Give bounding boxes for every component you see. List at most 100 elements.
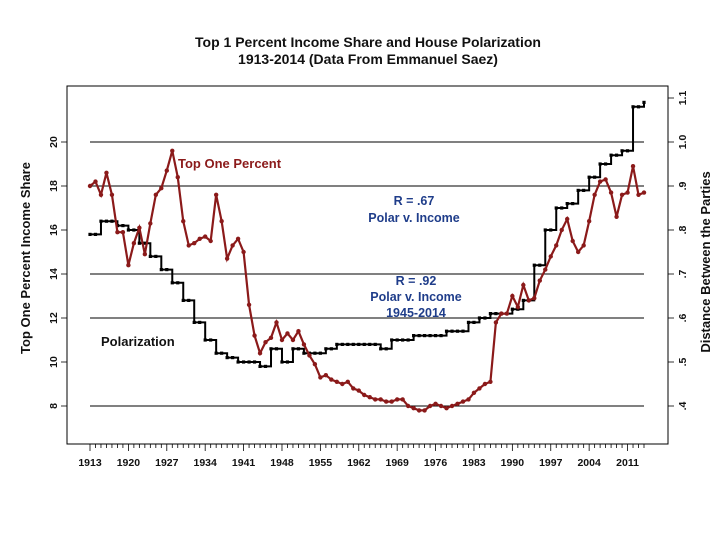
point-polarization — [582, 188, 586, 192]
point-polarization — [631, 105, 635, 109]
point-top-one-percent — [345, 379, 351, 384]
point-polarization — [203, 338, 207, 342]
point-polarization — [274, 347, 279, 351]
point-polarization — [494, 312, 498, 316]
point-top-one-percent — [274, 320, 279, 325]
point-polarization — [121, 224, 125, 228]
x-tick-label: 1976 — [424, 457, 448, 469]
point-polarization — [428, 334, 432, 338]
point-polarization — [587, 175, 591, 179]
point-top-one-percent — [625, 190, 630, 195]
point-polarization — [444, 329, 449, 333]
x-tick-label: 1955 — [309, 457, 333, 469]
point-top-one-percent — [142, 252, 148, 257]
point-polarization — [104, 219, 109, 223]
y-left-tick-label: 10 — [48, 356, 60, 368]
point-top-one-percent — [235, 236, 241, 241]
point-polarization — [598, 162, 602, 166]
x-tick-label: 1962 — [347, 457, 371, 469]
point-top-one-percent — [137, 225, 142, 230]
point-top-one-percent — [515, 304, 521, 310]
x-tick-label: 1927 — [155, 457, 179, 469]
point-top-one-percent — [263, 340, 268, 345]
y-left-tick-label: 18 — [48, 180, 60, 192]
point-polarization — [604, 162, 608, 166]
point-polarization — [318, 351, 322, 355]
point-top-one-percent — [219, 219, 224, 224]
point-polarization — [483, 316, 487, 320]
point-top-one-percent — [246, 302, 252, 307]
point-polarization — [126, 228, 130, 232]
x-axis: 1913 1920 1927 1934 1941 1948 1955 1962 1969 1976… — [78, 443, 645, 469]
point-top-one-percent — [416, 408, 422, 413]
point-polarization — [433, 334, 438, 338]
point-top-one-percent — [301, 342, 307, 347]
point-polarization — [560, 206, 564, 210]
point-polarization — [181, 298, 185, 302]
point-polarization — [252, 360, 257, 364]
point-top-one-percent — [581, 243, 586, 248]
point-top-one-percent — [87, 183, 93, 189]
point-polarization — [477, 316, 482, 320]
point-polarization — [313, 351, 317, 355]
point-top-one-percent — [510, 293, 515, 299]
point-top-one-percent — [279, 337, 285, 343]
point-polarization — [285, 360, 290, 364]
point-top-one-percent — [543, 267, 548, 272]
point-top-one-percent — [586, 219, 592, 224]
point-top-one-percent — [175, 175, 180, 180]
x-tick-label: 1920 — [117, 457, 141, 469]
point-top-one-percent — [532, 296, 537, 301]
point-polarization — [137, 241, 141, 245]
point-top-one-percent — [181, 219, 186, 224]
point-polarization — [461, 329, 465, 333]
point-top-one-percent — [499, 311, 504, 316]
point-top-one-percent — [597, 179, 603, 184]
y-right-tick-label: 1.1 — [677, 91, 689, 106]
plot-frame — [66, 85, 669, 445]
point-top-one-percent — [153, 192, 159, 197]
point-polarization — [412, 334, 416, 338]
series-layer — [87, 100, 647, 413]
y-right-tick-label: .6 — [677, 313, 689, 322]
point-top-one-percent — [466, 397, 471, 402]
point-top-one-percent — [449, 403, 455, 409]
point-polarization — [335, 342, 339, 346]
point-top-one-percent — [126, 263, 131, 268]
point-polarization — [324, 347, 328, 351]
x-tick-label: 1983 — [462, 457, 486, 469]
point-polarization — [636, 105, 641, 109]
point-top-one-percent — [526, 298, 532, 303]
point-top-one-percent — [504, 311, 510, 316]
point-polarization — [543, 228, 547, 232]
point-top-one-percent — [411, 406, 416, 411]
point-top-one-percent — [241, 249, 246, 255]
point-polarization — [362, 342, 366, 346]
point-top-one-percent — [351, 386, 356, 391]
point-polarization — [258, 364, 262, 368]
point-polarization — [93, 232, 98, 236]
point-top-one-percent — [521, 282, 526, 288]
point-top-one-percent — [268, 335, 274, 340]
point-top-one-percent — [362, 392, 367, 398]
point-polarization — [291, 347, 295, 351]
point-top-one-percent — [537, 278, 542, 283]
y-right-tick-label: .8 — [677, 225, 689, 234]
point-polarization — [231, 356, 235, 360]
point-top-one-percent — [378, 397, 383, 402]
point-top-one-percent — [285, 331, 290, 336]
annotation-top-one-percent: Top One Percent — [178, 156, 282, 171]
point-polarization — [241, 360, 246, 364]
point-top-one-percent — [554, 243, 559, 248]
point-top-one-percent — [636, 192, 641, 197]
y-axis-right-label: Distance Between the Parties — [698, 171, 713, 352]
point-top-one-percent — [575, 249, 581, 255]
point-polarization — [390, 338, 394, 342]
x-tick-label: 1948 — [270, 457, 294, 469]
point-top-one-percent — [619, 192, 625, 197]
point-polarization — [455, 329, 460, 333]
point-polarization — [340, 342, 344, 346]
point-polarization — [401, 338, 405, 342]
point-top-one-percent — [323, 373, 329, 378]
point-polarization — [642, 100, 646, 104]
